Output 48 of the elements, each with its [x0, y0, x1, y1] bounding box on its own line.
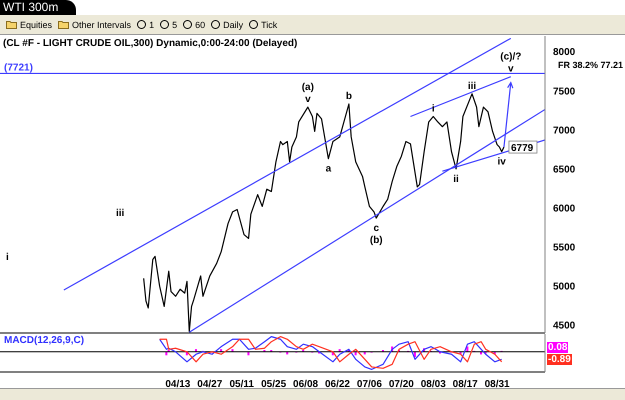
y-tick-label: 6000 — [553, 203, 576, 214]
x-tick-label: 08/31 — [484, 379, 510, 390]
y-tick-label: 6500 — [553, 164, 576, 176]
chart-subtitle: WTI 300m — [0, 0, 76, 15]
annotation: (a) — [302, 82, 314, 94]
text: 0.08 — [547, 342, 568, 353]
annotation: v — [508, 64, 514, 75]
text: 5 — [171, 20, 178, 30]
chart-title: (CL #F - LIGHT CRUDE OIL,300) Dynamic,0:00-24:00 (Delayed) — [3, 38, 298, 49]
annotation: v — [305, 94, 312, 106]
text: 60 — [194, 20, 206, 30]
annotation: a — [326, 164, 332, 175]
y-tick-label: 8000 — [553, 47, 576, 58]
text: FR 38.2% 77.21 — [558, 60, 623, 70]
y-tick-label: 5000 — [553, 282, 576, 293]
text: Equities — [19, 20, 52, 30]
annotation: (b) — [370, 235, 383, 246]
x-tick-label: 06/22 — [324, 379, 350, 390]
y-tick-label: 7000 — [553, 125, 576, 136]
annotation: iii — [468, 80, 476, 92]
text: Tick — [260, 20, 278, 30]
x-tick-label: 08/03 — [420, 379, 446, 390]
annotation: c — [373, 223, 380, 234]
annotation: i — [432, 104, 435, 115]
text: Daily — [222, 20, 244, 30]
x-tick-label: 07/20 — [388, 379, 414, 390]
annotation: b — [346, 90, 352, 102]
annotation: iv — [498, 156, 506, 168]
y-tick-label: 4500 — [553, 320, 576, 332]
y-tick-label: 5500 — [553, 242, 576, 254]
x-tick-label: 05/25 — [261, 379, 287, 390]
text: Other Intervals — [71, 20, 132, 30]
annotation: (c)/? — [500, 52, 522, 63]
text: 1 — [148, 20, 154, 30]
annotation: 6779 — [510, 143, 534, 154]
x-tick-label: 08/17 — [452, 379, 478, 390]
annotation: iii — [116, 208, 124, 219]
annotation: i — [6, 252, 9, 263]
x-tick-label: 06/08 — [293, 379, 319, 390]
text: -0.89 — [547, 354, 572, 365]
annotation: ii — [453, 174, 460, 185]
x-tick-label: 04/27 — [197, 379, 223, 390]
x-tick-label: 05/11 — [229, 379, 254, 390]
ref-line-label: (7721) — [4, 62, 33, 74]
x-tick-label: 07/06 — [356, 379, 382, 390]
annotation: MACD(12,26,9,C) — [4, 335, 84, 346]
y-tick-label: 7500 — [553, 86, 576, 98]
x-tick-label: 04/13 — [165, 379, 191, 390]
